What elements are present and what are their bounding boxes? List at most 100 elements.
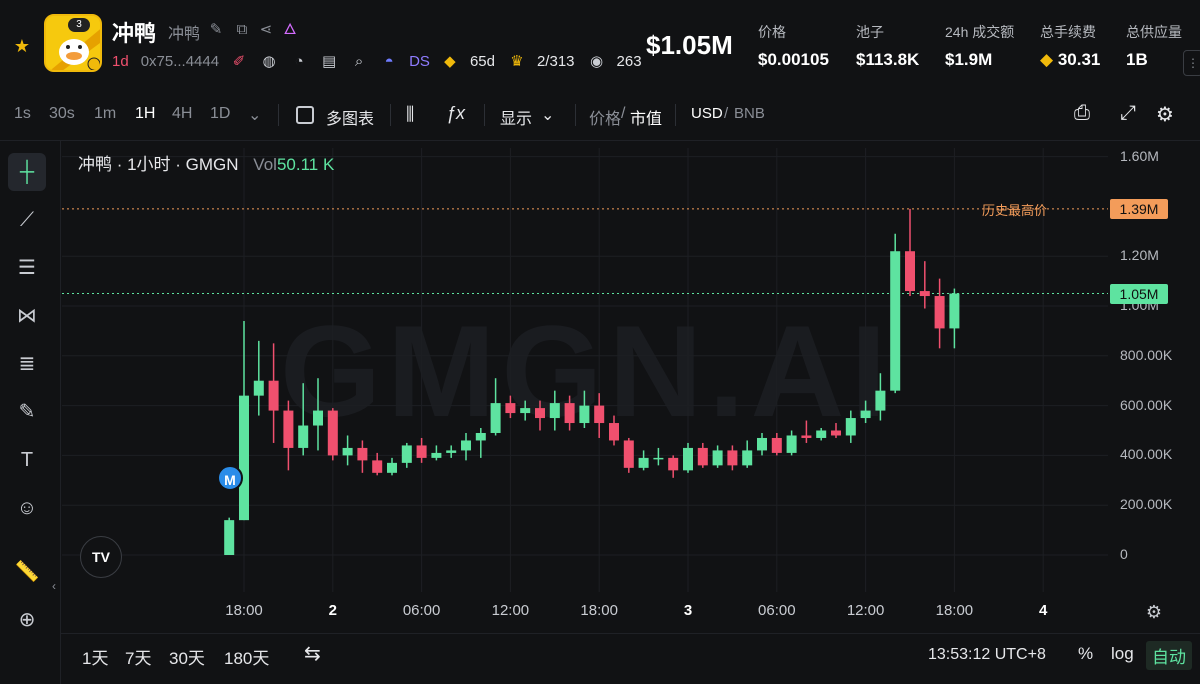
candle-body	[668, 457, 679, 471]
axis-settings-icon[interactable]: ⚙	[1145, 602, 1163, 622]
current-price-tag: 1.05M	[1110, 283, 1168, 304]
price-toggle[interactable]: 价格	[589, 111, 622, 128]
bnb-icon: ◆	[444, 53, 456, 70]
globe-icon[interactable]: ◍	[262, 53, 276, 70]
token-avatar[interactable]: 3	[44, 14, 102, 72]
candle-type-icon[interactable]: ⫼	[406, 104, 415, 124]
stat-volume: 24h 成交额 $1.9M	[945, 22, 1014, 70]
brush-tool-icon[interactable]: ✎	[18, 401, 36, 423]
stat-fees-label: 总手续费	[1040, 24, 1096, 40]
interval-30s[interactable]: 30s	[49, 105, 75, 122]
multi-chart-label[interactable]: 多图表	[326, 111, 375, 128]
interval-1d[interactable]: 1D	[210, 105, 231, 122]
token-subname: 冲鸭	[168, 26, 201, 43]
y-tick-label: 1.60M	[1120, 147, 1159, 164]
date-range-calendar-icon[interactable]: ⇆	[304, 643, 321, 665]
candle-body	[653, 457, 664, 460]
token-meta-row: 1d 0x75...4444 ✐ ◍ ◔ ▤ ⌕ ◓ DS ◆ 65d ♛ 2/…	[112, 50, 654, 72]
indicators-fx-icon[interactable]: ƒx	[446, 103, 466, 123]
market-cap-price: $1.05M	[646, 30, 733, 60]
trendline-tool-icon[interactable]: ⟋	[20, 209, 34, 231]
migration-marker[interactable]: M	[217, 465, 243, 491]
text-tool-icon[interactable]: T	[20, 449, 34, 471]
share-icon[interactable]: ⋖	[259, 21, 273, 38]
collapse-toolbar-chevron-icon[interactable]: ‹	[52, 579, 56, 593]
settings-gear-icon[interactable]: ⚙	[1156, 104, 1174, 126]
multi-chart-checkbox[interactable]	[296, 106, 314, 124]
candle-body	[446, 450, 457, 453]
candle-body	[905, 251, 915, 292]
stat-price-label: 价格	[758, 24, 786, 40]
interval-4h[interactable]: 4H	[172, 105, 193, 122]
drawing-toolbar: ┼ ⟋ ☰ ⋈ ≣ ✎ T ☺ 📏 ⊕ ‹	[0, 145, 56, 684]
stat-supply: 总供应量 1B	[1126, 22, 1182, 70]
percent-toggle[interactable]: %	[1078, 644, 1094, 663]
fullscreen-icon[interactable]: ⤢	[1120, 102, 1136, 124]
candle-body	[697, 447, 708, 466]
gmgn-watermark: GMGN.AI	[280, 298, 893, 444]
stat-supply-label: 总供应量	[1126, 24, 1182, 40]
stats-icon[interactable]: ◔	[294, 52, 304, 70]
stat-supply-value: 1B	[1126, 50, 1148, 69]
candle-body	[387, 462, 397, 473]
bnb-coin-icon: ◆	[1040, 50, 1054, 69]
mcap-toggle[interactable]: 市值	[630, 111, 663, 128]
y-tick-label: 600.00K	[1120, 396, 1173, 413]
interval-1m[interactable]: 1m	[94, 105, 117, 122]
emoji-tool-icon[interactable]: ☺	[16, 497, 38, 519]
auto-scale-toggle[interactable]: 自动	[1146, 641, 1192, 670]
display-chevron-icon[interactable]: ⌄	[541, 107, 555, 124]
candle-body	[727, 450, 738, 466]
interval-1h[interactable]: 1H	[135, 105, 156, 122]
candle-body	[638, 457, 649, 468]
horizontal-lines-tool-icon[interactable]: ☰	[18, 257, 36, 279]
pattern-tool-icon[interactable]: ⋈	[17, 305, 37, 327]
feather-icon[interactable]: ✐	[232, 53, 246, 70]
fib-tool-icon[interactable]: ≣	[18, 353, 36, 375]
toolbar-divider	[390, 104, 391, 126]
candle-body	[401, 445, 412, 463]
star-icon[interactable]: ★	[13, 36, 31, 56]
range-30d[interactable]: 30天	[169, 649, 205, 668]
volume-label: Vol	[253, 155, 277, 174]
camera-icon[interactable]: ⎙	[1074, 102, 1090, 124]
toolbar-divider	[675, 104, 676, 126]
candle-body	[253, 380, 264, 396]
display-dropdown[interactable]: 显示	[500, 111, 533, 128]
zoom-in-tool-icon[interactable]: ⊕	[18, 609, 36, 631]
y-tick-label: 0	[1120, 546, 1128, 562]
candle-body	[742, 450, 753, 466]
x-tick-label: 2	[328, 602, 337, 619]
notes-icon[interactable]: ▤	[322, 53, 337, 70]
candle-body	[934, 296, 945, 329]
interval-1s[interactable]: 1s	[14, 105, 31, 122]
candle-body	[712, 450, 723, 466]
stat-price-value: $0.00105	[758, 50, 829, 69]
stat-volume-label: 24h 成交额	[945, 24, 1015, 40]
crosshair-tool-icon[interactable]: ┼	[8, 153, 46, 191]
range-7d[interactable]: 7天	[125, 649, 152, 668]
volume-value: 50.11 K	[276, 155, 335, 174]
bnb-toggle[interactable]: BNB	[734, 105, 765, 122]
tradingview-logo[interactable]: TV	[80, 536, 122, 578]
range-1d[interactable]: 1天	[82, 649, 109, 668]
flame-icon: 🜂	[283, 21, 297, 38]
toolbar-divider	[575, 104, 576, 126]
token-address[interactable]: 0x75...4444	[140, 52, 220, 70]
ruler-tool-icon[interactable]: 📏	[14, 561, 40, 583]
stat-fees: 总手续费 ◆ 30.31	[1040, 22, 1100, 70]
interval-dropdown-chevron-icon[interactable]: ⌄	[248, 107, 262, 124]
y-tick-label: 800.00K	[1120, 346, 1173, 363]
more-stats-button[interactable]: ⋮	[1183, 50, 1200, 76]
candle-body	[224, 520, 235, 555]
candle-body	[919, 291, 930, 297]
candle-body	[416, 445, 427, 458]
search-icon[interactable]: ⌕	[354, 52, 364, 70]
clock-time[interactable]: 13:53:12 UTC+8	[928, 646, 1046, 663]
usd-toggle[interactable]: USD	[691, 105, 723, 122]
range-180d[interactable]: 180天	[224, 649, 270, 668]
x-tick-label: 18:00	[580, 602, 618, 619]
copy-icon[interactable]: ⧉	[236, 21, 248, 38]
log-toggle[interactable]: log	[1111, 644, 1134, 663]
pencil-icon[interactable]: ✎	[209, 21, 223, 38]
